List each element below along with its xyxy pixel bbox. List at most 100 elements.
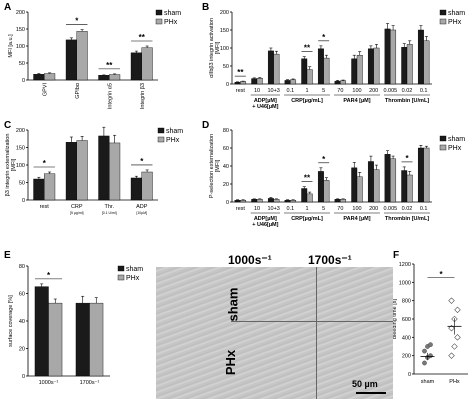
category-label: 70 [337,88,343,94]
y-tick-label: 800 [402,299,411,305]
category-label: PHx [449,379,460,385]
bar-sham [301,188,308,203]
category-label: CRP [71,204,83,210]
y-tick-label: 0 [22,198,25,204]
y-tick-label: 80 [223,128,229,134]
data-point-sham [422,348,427,354]
y-tick-label: 0 [22,374,25,380]
y-tick-label: 100 [16,163,25,169]
bar-phx [256,199,263,203]
data-point-sham [428,342,433,348]
category-label: ADP [136,204,148,210]
bar-phx [406,174,413,203]
y-tick-label: 20 [19,347,25,353]
category-label: 0.1 [420,88,428,94]
bar-sham [251,199,258,203]
bar-phx [240,199,247,203]
bar-sham [384,154,391,203]
significance-marker: * [405,154,409,163]
bar-phx [306,193,313,203]
scale-bar-label: 50 µm [352,379,378,389]
bar-phx [356,55,363,85]
group-label: PAR4 [µM] [343,216,370,222]
legend-swatch-phx [157,136,165,143]
y-tick-label: 60 [223,146,229,152]
significance-marker: ** [304,174,311,183]
category-label: 1000s⁻¹ [39,380,59,386]
y-axis-label: αIIbβ3 integrin activation[MFI] [209,18,221,78]
category-label: 0.005 [383,88,397,94]
y-tick-label: 150 [220,28,229,34]
y-tick-label: 1000 [399,280,411,286]
panel-letter-e: E [4,250,11,261]
chart-b: 0 50 100 150 200 αIIbβ3 integrin activation[M… [209,9,465,110]
legend-label-phx: PHx [164,19,178,26]
bar-sham [401,47,408,85]
group-label: PAR4 [µM] [343,98,370,104]
y-axis-label: bleeding time [s] [392,299,398,340]
data-point-phx [448,297,455,304]
y-tick-label: 200 [16,128,25,134]
panel-letter-f: F [393,250,400,261]
bar-phx [109,74,121,81]
category-label: rest [236,88,246,94]
category-label: 0.1 [287,88,295,94]
y-tick-label: 60 [19,292,25,298]
y-tick-label: 1200 [399,262,411,268]
legend-swatch-sham [439,9,447,16]
y-tick-label: 200 [16,10,25,16]
chart-e: 0 20 40 60 80 surface coverage [%] 1000s⁻¹ 1700… [8,264,143,386]
category-label: 0.02 [402,206,413,212]
bar-sham [234,199,241,203]
group-label: CRP[µg/mL] [291,98,323,104]
y-tick-label: 0 [22,78,25,84]
legend-swatch-phx [439,18,447,25]
group-label: ADP[µM] [254,98,277,104]
category-sublabel: [10µM] [136,211,147,215]
bar-sham [98,75,110,81]
category-label: GPVI [42,83,48,97]
category-label: 100 [352,206,361,212]
significance-marker: * [75,17,79,26]
legend-swatch-sham [155,9,163,16]
bar-sham [351,167,358,203]
y-axis-label: P-selection externalization[MFI] [209,134,221,198]
chart-d: 0 20 40 60 80P-selection externalization[MFI… [209,128,465,228]
legend-label-phx: PHx [166,137,180,144]
category-label: 0.1 [287,206,295,212]
bar-sham [367,161,374,203]
bar-phx [273,53,280,85]
bar-phx [256,78,263,85]
y-tick-label: 40 [223,164,229,170]
group-label: + U46[µM] [252,104,278,110]
significance-marker: * [439,270,443,279]
y-tick-label: 150 [16,27,25,33]
micrograph-col-label-1700: 1700s⁻¹ [308,253,352,267]
legend-label-sham: sham [126,266,143,273]
y-tick-label: 100 [220,46,229,52]
legend-swatch-phx [439,144,447,151]
scale-bar [356,392,386,394]
legend-swatch-phx [155,18,163,25]
bar-sham [301,58,308,85]
y-tick-label: 80 [19,264,25,270]
micrograph-divider-vertical [316,267,317,399]
bar-phx [373,169,380,203]
category-label: 5 [322,88,325,94]
category-sublabel: [5 µg/ml] [70,211,84,215]
bar-phx [48,302,63,377]
bar-sham [267,198,274,203]
bar-sham [284,199,291,203]
category-label: GPIbα [75,82,81,99]
legend-label-sham: sham [166,128,183,135]
category-label: 5 [322,206,325,212]
significance-marker: ** [139,33,146,42]
bar-sham [334,80,341,85]
category-label: 1 [305,88,308,94]
category-label: 10 [254,88,260,94]
category-label: 70 [337,206,343,212]
bar-phx [390,29,397,85]
bar-phx [373,47,380,85]
